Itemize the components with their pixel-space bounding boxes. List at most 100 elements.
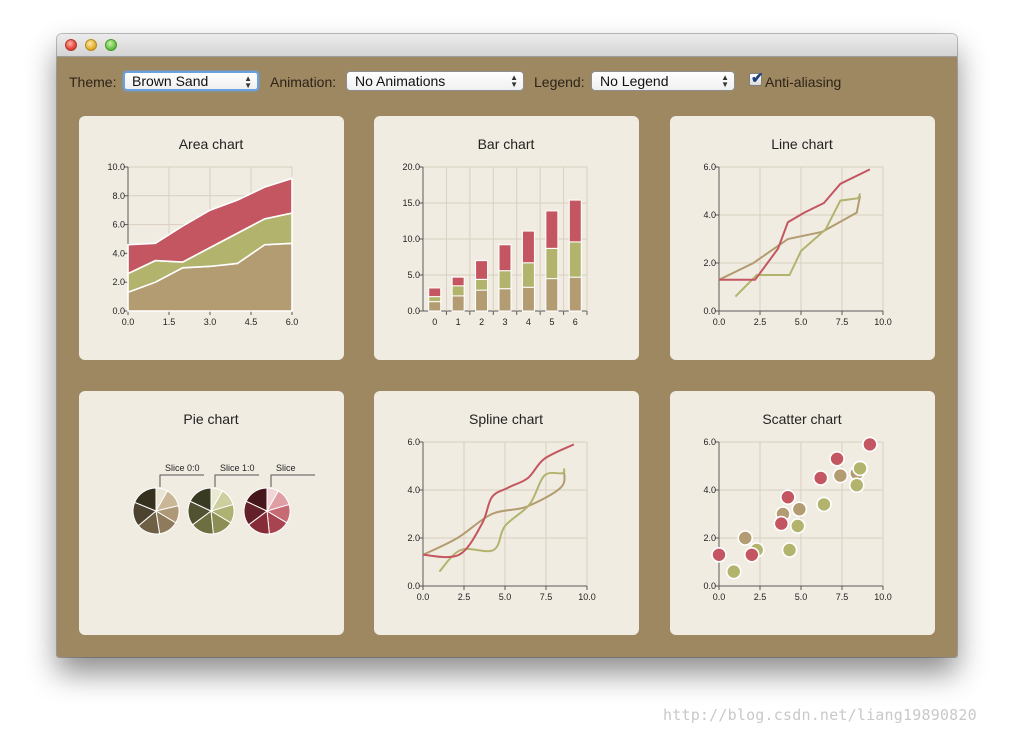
- animation-label: Animation:: [270, 74, 337, 90]
- title-bar[interactable]: [57, 34, 957, 57]
- scatter-point-s1-0: [725, 563, 742, 580]
- y-tick-label: 6.0: [703, 162, 716, 172]
- bar-1-series-1: [451, 285, 465, 297]
- x-tick-label: 7.5: [540, 592, 553, 602]
- theme-select[interactable]: Brown Sand ▲ ▼: [123, 71, 259, 91]
- area-chart-panel: Area chart 0.0 2.0 4.0 6.0 8.0 10.0 0.0 1.5 3.0 4.…: [79, 116, 344, 360]
- pie-1-label-leader: [214, 474, 259, 487]
- theme-label: Theme:: [69, 74, 117, 90]
- bar-chart: Bar chart 0.0 5.0 10.0 15.0 20.0 0 1 2 3 4 5 6: [402, 136, 588, 327]
- y-tick-label: 10.0: [107, 162, 125, 172]
- scatter-point-s0-3: [832, 467, 849, 484]
- x-tick-label: 5: [549, 317, 554, 327]
- x-tick-label: 2.5: [754, 317, 767, 327]
- y-tick-label: 6.0: [112, 220, 125, 230]
- bar-3-series-1: [498, 270, 512, 290]
- x-tick-label: 10.0: [874, 317, 892, 327]
- zoom-window-button[interactable]: [105, 39, 117, 51]
- animation-select-value: No Animations: [355, 73, 446, 89]
- spline-series-1: [438, 468, 566, 573]
- y-tick-label: 0.0: [407, 581, 420, 591]
- select-arrows-icon: ▲ ▼: [721, 73, 729, 89]
- scatter-point-s2-3: [780, 489, 796, 505]
- bar-5-series-1: [545, 247, 559, 280]
- minimize-window-button[interactable]: [85, 39, 97, 51]
- legend-select[interactable]: No Legend ▲ ▼: [591, 71, 735, 91]
- scatter-point-s2-5: [829, 451, 845, 467]
- pie-chart-panel: Pie chart Slice 0:0 Slice 1:0 Slice: [79, 391, 344, 635]
- y-tick-label: 4.0: [703, 485, 716, 495]
- theme-select-value: Brown Sand: [132, 73, 209, 89]
- legend-label: Legend:: [534, 74, 585, 90]
- x-tick-label: 0.0: [713, 592, 726, 602]
- spline-chart-panel: Spline chart 0.0 2.0 4.0 6.0 0.0 2.5 5.0 7.5 10.0: [374, 391, 639, 635]
- area-chart: Area chart 0.0 2.0 4.0 6.0 8.0 10.0 0.0 1.5 3.0 4.…: [107, 136, 299, 327]
- scatter-point-s1-4: [816, 496, 832, 513]
- x-tick-label: 10.0: [578, 592, 596, 602]
- bar-4-series-0: [521, 286, 535, 312]
- scatter-point-s2-0: [711, 547, 727, 563]
- pie-0-label-leader: [159, 474, 204, 487]
- line-series-1: [734, 193, 861, 298]
- x-tick-label: 0.0: [122, 317, 135, 327]
- line-series-2: [719, 168, 871, 281]
- bar-0-series-2: [428, 287, 442, 298]
- x-tick-label: 1: [456, 317, 461, 327]
- x-tick-label: 3: [502, 317, 507, 327]
- pie-2-slice-label: Slice: [276, 463, 296, 473]
- scatter-point-s2-6: [862, 436, 878, 453]
- x-tick-label: 5.0: [795, 592, 808, 602]
- x-tick-label: 6: [573, 317, 578, 327]
- y-tick-label: 10.0: [402, 234, 420, 244]
- spline-series-2: [422, 443, 575, 559]
- scatter-point-s1-3: [789, 518, 806, 534]
- bar-6-series-0: [568, 276, 582, 312]
- scatter-point-s2-2: [773, 515, 790, 532]
- bar-chart-panel: Bar chart 0.0 5.0 10.0 15.0 20.0 0 1 2 3 4 5 6: [374, 116, 639, 360]
- pie-1-slice-6: [189, 487, 212, 512]
- y-tick-label: 6.0: [703, 437, 716, 447]
- x-tick-label: 7.5: [836, 592, 849, 602]
- line-series-0: [718, 195, 862, 281]
- pie-2-slice-6: [245, 487, 268, 512]
- x-tick-label: 6.0: [286, 317, 299, 327]
- pie-chart: Pie chart Slice 0:0 Slice 1:0 Slice: [132, 411, 315, 535]
- checkmark-icon: ✔: [751, 70, 764, 87]
- y-tick-label: 8.0: [112, 191, 125, 201]
- line-chart-panel: Line chart 0.0 2.0 4.0 6.0 0.0 2.5 5.0 7.5 10.0: [670, 116, 935, 360]
- y-tick-label: 0.0: [703, 581, 716, 591]
- spline-chart: Spline chart 0.0 2.0 4.0 6.0 0.0 2.5 5.0 7.5 10.0: [407, 411, 596, 602]
- chart-title: Scatter chart: [762, 411, 841, 427]
- bar-0-series-1: [428, 296, 442, 303]
- y-tick-label: 4.0: [112, 248, 125, 258]
- scatter-point-s2-1: [744, 547, 760, 563]
- animation-select[interactable]: No Animations ▲ ▼: [346, 71, 524, 91]
- y-tick-label: 0.0: [112, 306, 125, 316]
- scatter-point-s0-0: [737, 530, 754, 546]
- x-tick-label: 1.5: [163, 317, 176, 327]
- scatter-point-s0-2: [791, 501, 808, 517]
- bar-1-series-0: [451, 295, 465, 312]
- chart-title: Pie chart: [183, 411, 238, 427]
- y-tick-label: 6.0: [407, 437, 420, 447]
- antialiasing-checkbox[interactable]: ✔: [749, 70, 764, 87]
- spline-series-0: [422, 470, 566, 556]
- antialiasing-label[interactable]: Anti-aliasing: [765, 74, 842, 90]
- x-tick-label: 10.0: [874, 592, 892, 602]
- y-tick-label: 2.0: [407, 533, 420, 543]
- bar-3-series-0: [498, 288, 512, 312]
- close-window-button[interactable]: [65, 39, 77, 51]
- chart-title: Line chart: [771, 136, 833, 152]
- y-tick-label: 2.0: [112, 277, 125, 287]
- bar-5-series-0: [545, 278, 559, 312]
- app-window: Theme: Brown Sand ▲ ▼ Animation: No Anima…: [57, 34, 957, 657]
- x-tick-label: 0.0: [713, 317, 726, 327]
- scatter-chart-panel: Scatter chart 0.0 2.0 4.0 6.0 0.0 2.5 5.0 7.5 10.…: [670, 391, 935, 635]
- bar-2-series-0: [475, 289, 489, 312]
- bar-0-series-0: [428, 301, 442, 312]
- chart-title: Area chart: [179, 136, 244, 152]
- scatter-point-s1-2: [781, 542, 798, 558]
- bar-2-series-2: [475, 260, 489, 280]
- chart-title: Bar chart: [478, 136, 535, 152]
- main-content: Theme: Brown Sand ▲ ▼ Animation: No Anima…: [57, 57, 957, 657]
